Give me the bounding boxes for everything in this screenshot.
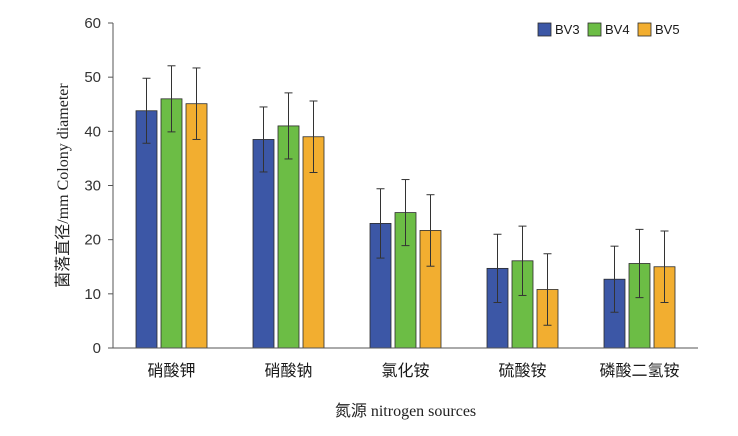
legend-swatch-bv5 bbox=[637, 22, 652, 37]
y-tick-label: 10 bbox=[84, 286, 101, 303]
y-tick-label: 30 bbox=[84, 178, 101, 195]
y-tick-label: 60 bbox=[84, 15, 101, 32]
bar-bv4 bbox=[160, 98, 183, 349]
y-tick-label: 40 bbox=[84, 123, 101, 140]
y-axis-title: 菌落直径/mm Colony diameter bbox=[54, 83, 72, 288]
x-axis-title: 氮源 nitrogen sources bbox=[335, 402, 476, 420]
legend-swatch-bv4 bbox=[587, 22, 602, 37]
legend-label-bv5: BV5 bbox=[655, 22, 680, 37]
x-tick-label: 硝酸钠 bbox=[264, 361, 312, 380]
legend-swatch-bv3 bbox=[537, 22, 552, 37]
legend-label-bv4: BV4 bbox=[605, 22, 630, 37]
y-tick-label: 50 bbox=[84, 69, 101, 86]
x-tick-label: 氯化铵 bbox=[381, 361, 429, 380]
legend-label-bv3: BV3 bbox=[555, 22, 580, 37]
legend: BV3 BV4 BV5 bbox=[537, 22, 680, 37]
x-tick-label: 硫酸铵 bbox=[498, 361, 546, 380]
y-tick-label: 20 bbox=[84, 232, 101, 249]
y-tick-label: 0 bbox=[93, 340, 101, 357]
y-axis-ticks: 0 10 20 30 40 50 60 bbox=[84, 15, 113, 357]
bar-bv5 bbox=[185, 103, 208, 349]
error-bars-group bbox=[142, 65, 669, 326]
x-tick-label: 磷酸二氢铵 bbox=[599, 361, 679, 380]
x-tick-label: 硝酸钾 bbox=[147, 361, 195, 380]
bar-bv3 bbox=[135, 110, 158, 349]
x-axis-ticks: 硝酸钾 硝酸钠 氯化铵 硫酸铵 磷酸二氢铵 bbox=[147, 361, 679, 380]
bar-series-group bbox=[135, 98, 676, 349]
